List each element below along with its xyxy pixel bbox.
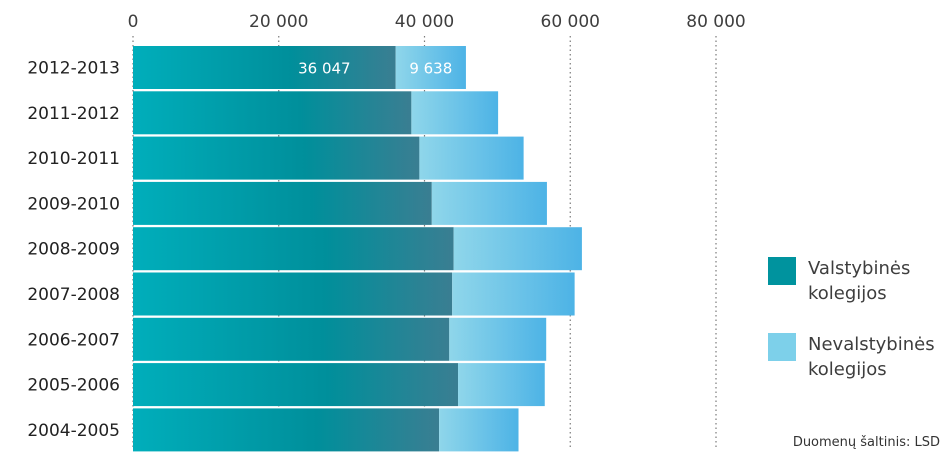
category-label: 2004-2005 xyxy=(27,421,120,441)
x-tick-label: 0 xyxy=(128,12,139,32)
axes: 0 20 000 40 000 60 000 80 000 2012-2013 2011-2… xyxy=(27,12,745,441)
bars xyxy=(133,46,582,452)
category-label: 2005-2006 xyxy=(27,376,120,396)
bar-private xyxy=(458,363,545,407)
bar-private xyxy=(449,317,547,361)
data-labels: 36 047 9 638 xyxy=(298,60,452,78)
category-label: 2009-2010 xyxy=(27,194,120,214)
bar-private xyxy=(431,181,547,225)
category-label: 2008-2009 xyxy=(27,240,120,260)
bar-state xyxy=(133,408,440,452)
category-label: 2010-2011 xyxy=(27,149,120,169)
bar-private xyxy=(453,227,582,271)
bar-state xyxy=(133,272,453,316)
bar-state xyxy=(133,181,432,225)
bar-state xyxy=(133,317,450,361)
bar-private xyxy=(452,272,575,316)
legend-label: Nevalstybinės xyxy=(808,334,935,355)
data-label-private: 9 638 xyxy=(409,60,452,78)
legend: Valstybinės kolegijos Nevalstybinės kolegij… xyxy=(768,257,935,380)
legend-label: kolegijos xyxy=(808,283,887,304)
legend-label: kolegijos xyxy=(808,359,887,380)
legend-swatch xyxy=(768,333,796,361)
bar-state xyxy=(133,363,459,407)
x-tick-label: 80 000 xyxy=(686,12,745,32)
bar-private xyxy=(419,136,524,180)
bar-state xyxy=(133,227,454,271)
category-label: 2007-2008 xyxy=(27,285,120,305)
category-label: 2006-2007 xyxy=(27,330,120,350)
bar-state xyxy=(133,46,396,89)
bar-state xyxy=(133,136,420,180)
bar-private xyxy=(439,408,519,452)
category-label: 2012-2013 xyxy=(27,59,120,79)
legend-label: Valstybinės xyxy=(808,258,910,279)
bar-private xyxy=(411,91,499,135)
bar-state xyxy=(133,91,412,135)
bar-private xyxy=(395,46,466,89)
category-label: 2011-2012 xyxy=(27,104,120,124)
x-tick-label: 20 000 xyxy=(249,12,308,32)
legend-swatch xyxy=(768,257,796,285)
source-note: Duomenų šaltinis: LSD xyxy=(793,435,940,450)
x-tick-label: 60 000 xyxy=(541,12,600,32)
x-tick-label: 40 000 xyxy=(395,12,454,32)
data-label-state: 36 047 xyxy=(298,60,351,78)
